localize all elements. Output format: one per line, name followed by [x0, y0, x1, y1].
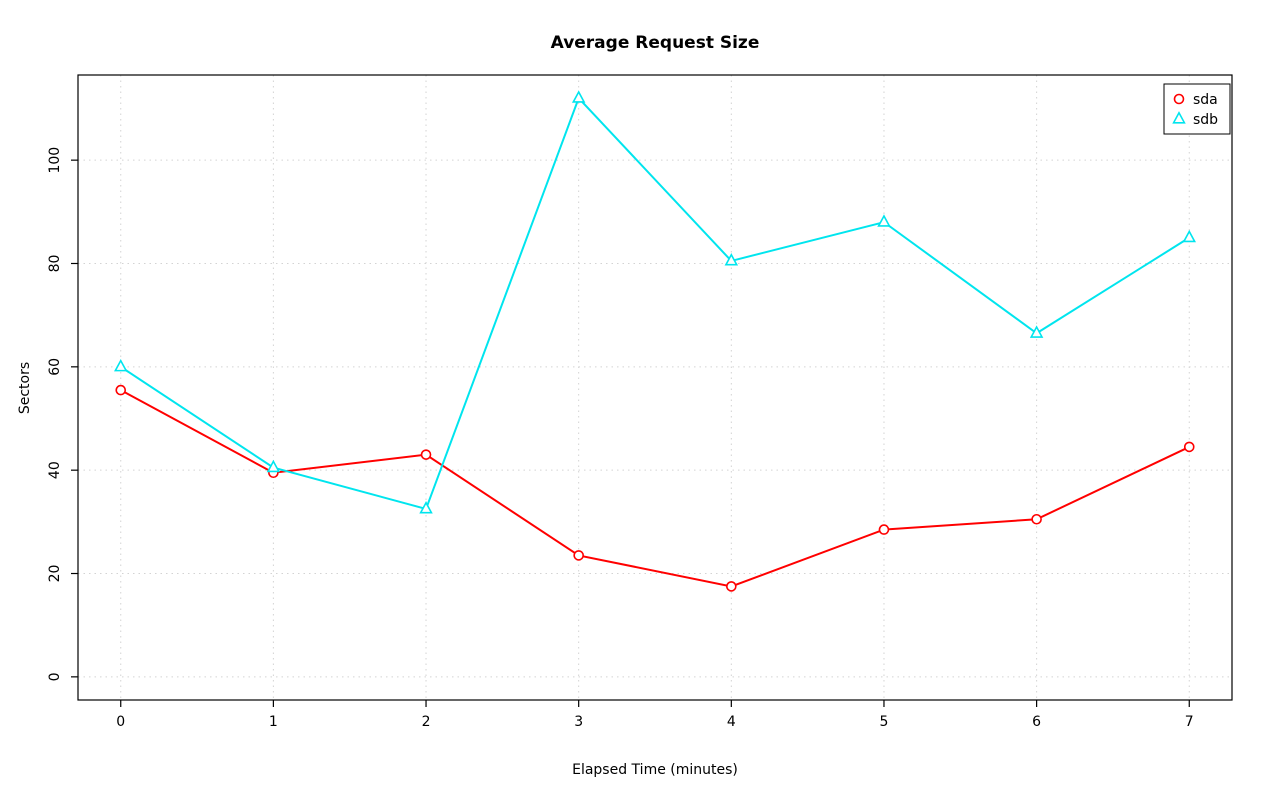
series-line-sda [120, 389, 1190, 588]
series-marker-sda [1031, 513, 1042, 525]
y-tick-label: 40 [47, 461, 63, 479]
y-tick-label: 60 [47, 358, 63, 376]
series-marker-sdb [1029, 325, 1044, 338]
series-marker-sdb [266, 459, 281, 473]
y-tick-label: 20 [47, 565, 63, 583]
x-tick-label: 2 [422, 714, 431, 730]
series-marker-sda [878, 524, 890, 535]
x-tick-label: 3 [574, 714, 583, 730]
plot-border [77, 74, 1233, 701]
series-marker-sda [420, 449, 432, 460]
legend-marker-sdb [1172, 111, 1186, 124]
y-tick-label: 80 [47, 255, 63, 273]
x-tick-label: 6 [1032, 714, 1041, 730]
series-line-sdb [120, 96, 1190, 511]
x-tick-label: 1 [269, 714, 278, 730]
legend-label-sda: sda [1193, 92, 1218, 108]
x-tick-label: 4 [727, 714, 736, 730]
x-tick-label: 0 [116, 714, 125, 730]
series-marker-sdb [113, 358, 128, 372]
series-marker-sdb [724, 253, 739, 266]
x-tick-label: 7 [1185, 714, 1194, 730]
series-marker-sdb [571, 90, 586, 103]
series-marker-sdb [877, 214, 891, 227]
y-tick-label: 100 [47, 147, 63, 174]
series-marker-sda [573, 550, 584, 561]
series-marker-sdb [419, 501, 433, 514]
legend-box [1163, 83, 1231, 135]
series-marker-sda [1183, 441, 1195, 453]
x-axis-label: Elapsed Time (minutes) [572, 762, 738, 778]
x-tick-label: 5 [880, 714, 889, 730]
chart-title: Average Request Size [550, 33, 760, 53]
legend-marker-sda [1173, 93, 1185, 105]
series-marker-sdb [1182, 229, 1197, 243]
legend-label-sdb: sdb [1193, 112, 1218, 128]
y-tick-label: 0 [47, 672, 63, 681]
series-marker-sda [726, 581, 737, 592]
y-axis-label: Sectors [17, 361, 33, 415]
series-marker-sda [115, 384, 127, 396]
